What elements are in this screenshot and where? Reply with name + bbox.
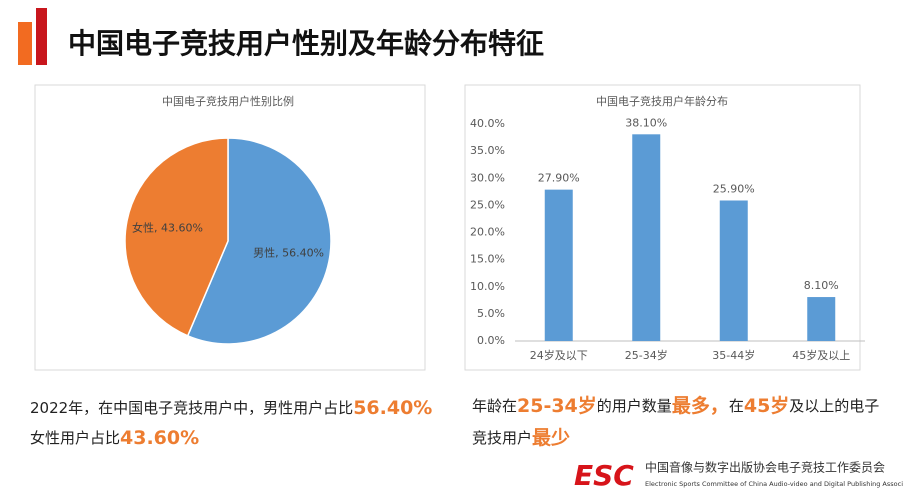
- caption: 竞技用户最少: [472, 427, 570, 449]
- caption-text: 及以上的电子: [789, 397, 879, 415]
- caption-highlight: 43.60%: [120, 427, 199, 449]
- title-icon: [36, 8, 47, 65]
- caption-highlight: 45岁: [744, 394, 789, 417]
- bar: [544, 189, 573, 341]
- pie-slice: [186, 137, 332, 345]
- y-tick-label: 10.0%: [470, 280, 505, 293]
- org-name: 中国音像与数字出版协会电子竞技工作委员会: [645, 460, 885, 475]
- caption-text: 女性用户占比: [30, 429, 120, 447]
- x-tick-label: 35-44岁: [712, 348, 755, 362]
- y-tick-label: 30.0%: [470, 171, 505, 184]
- data-label: 女性, 43.60%: [132, 221, 203, 235]
- data-label: 25.90%: [713, 182, 755, 195]
- bar: [632, 134, 661, 341]
- caption-highlight: 25-34岁: [517, 394, 597, 417]
- x-tick-label: 24岁及以下: [530, 348, 588, 362]
- x-tick-label: 45岁及以上: [792, 348, 850, 362]
- y-tick-label: 15.0%: [470, 253, 505, 266]
- org-name-en: Electronic Sports Committee of China Aud…: [645, 480, 903, 488]
- title-icon: [18, 22, 32, 65]
- logo: ESC: [574, 459, 634, 492]
- caption-text: 年龄在: [472, 397, 517, 415]
- y-tick-label: 40.0%: [470, 117, 505, 130]
- bar: [719, 200, 748, 341]
- data-label: 27.90%: [538, 172, 580, 185]
- caption: 2022年，在中国电子竞技用户中，男性用户占比56.40%: [30, 397, 432, 419]
- caption: 女性用户占比43.60%: [30, 427, 199, 449]
- x-tick-label: 25-34岁: [625, 348, 668, 362]
- pie-slice: [124, 137, 229, 337]
- data-label: 8.10%: [804, 279, 839, 292]
- y-tick-label: 5.0%: [477, 307, 505, 320]
- caption-text: 2022年，在中国电子竞技用户中，男性用户占比: [30, 399, 353, 417]
- chart-frame: [464, 84, 861, 371]
- caption-highlight: 最少: [532, 427, 570, 449]
- bar: [807, 297, 836, 341]
- caption-text: 在: [729, 397, 744, 415]
- data-label: 38.10%: [625, 116, 667, 129]
- caption-highlight: 56.40%: [353, 397, 432, 419]
- chart-title: 中国电子竞技用户年龄分布: [596, 94, 728, 108]
- y-tick-label: 20.0%: [470, 226, 505, 239]
- y-tick-label: 25.0%: [470, 198, 505, 211]
- caption-text: 的用户数量: [597, 397, 672, 415]
- data-label: 男性, 56.40%: [253, 245, 324, 259]
- caption-highlight: 最多，: [672, 394, 729, 417]
- y-tick-label: 35.0%: [470, 144, 505, 157]
- caption-text: 竞技用户: [472, 429, 532, 447]
- page-title: 中国电子竞技用户性别及年龄分布特征: [68, 27, 544, 60]
- caption: 年龄在25-34岁的用户数量最多，在45岁及以上的电子: [472, 394, 879, 417]
- y-tick-label: 0.0%: [477, 334, 505, 347]
- chart-title: 中国电子竞技用户性别比例: [162, 94, 294, 108]
